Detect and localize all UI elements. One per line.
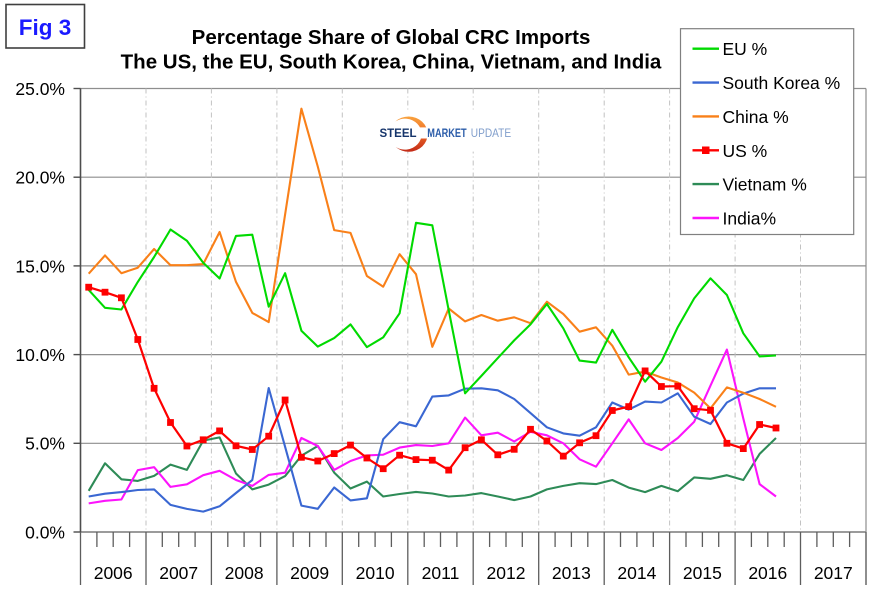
svg-text:MARKET: MARKET [427,126,467,140]
svg-text:China %: China % [723,107,789,127]
svg-text:Percentage Share of Global CRC: Percentage Share of Global CRC Imports [192,26,591,49]
svg-text:2009: 2009 [290,563,329,583]
svg-text:10.0%: 10.0% [15,345,65,365]
svg-text:5.0%: 5.0% [25,434,65,454]
svg-text:2006: 2006 [94,563,133,583]
svg-text:The US, the EU, South Korea, C: The US, the EU, South Korea, China, Viet… [121,51,662,74]
svg-text:2015: 2015 [683,563,722,583]
svg-text:2008: 2008 [225,563,264,583]
svg-text:2011: 2011 [422,563,460,583]
svg-text:UPDATE: UPDATE [471,126,511,140]
svg-text:2007: 2007 [159,563,198,583]
svg-text:2013: 2013 [552,563,591,583]
svg-text:Fig 3: Fig 3 [19,15,72,40]
svg-text:South Korea %: South Korea % [723,73,841,93]
svg-text:2014: 2014 [617,563,656,583]
svg-text:15.0%: 15.0% [15,256,65,276]
svg-text:US %: US % [723,141,768,161]
svg-text:India%: India% [723,209,777,229]
svg-text:Vietnam %: Vietnam % [723,175,807,195]
svg-text:2012: 2012 [487,563,526,583]
svg-text:20.0%: 20.0% [15,168,65,188]
svg-text:2010: 2010 [356,563,395,583]
svg-text:2017: 2017 [814,563,853,583]
svg-text:EU %: EU % [723,39,768,59]
svg-text:STEEL: STEEL [380,126,418,140]
svg-text:25.0%: 25.0% [15,79,65,99]
svg-text:2016: 2016 [748,563,787,583]
svg-text:0.0%: 0.0% [25,522,65,542]
